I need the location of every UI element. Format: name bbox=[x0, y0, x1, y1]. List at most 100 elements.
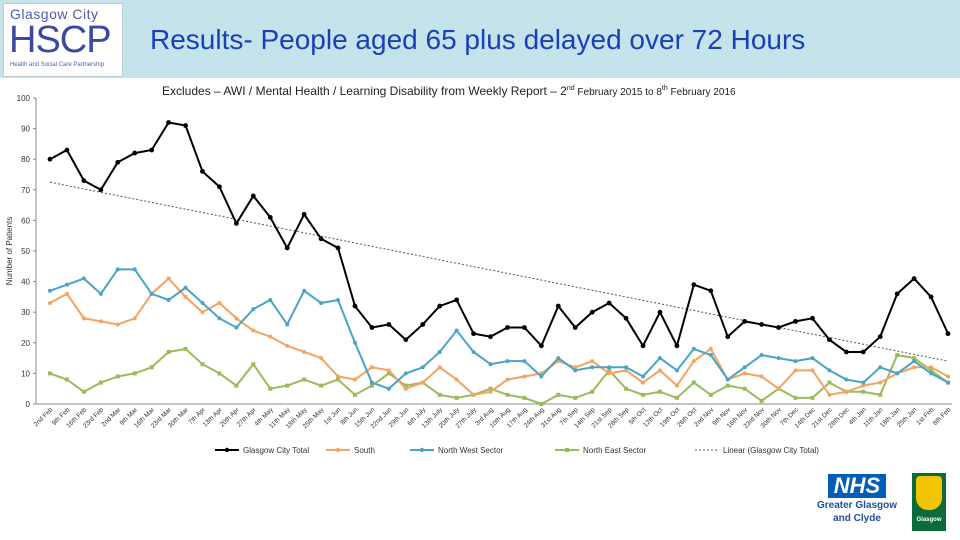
series-point-0 bbox=[318, 236, 324, 242]
y-tick-label: 20 bbox=[21, 339, 30, 348]
series-point-1 bbox=[217, 301, 222, 306]
series-point-3 bbox=[861, 389, 866, 394]
logo-sub-text: Health and Social Care Partnership bbox=[10, 62, 105, 68]
series-point-3 bbox=[505, 392, 510, 397]
series-point-1 bbox=[471, 392, 476, 397]
legend-marker bbox=[335, 447, 341, 453]
series-point-2 bbox=[234, 325, 239, 330]
series-point-2 bbox=[827, 368, 832, 373]
series-point-1 bbox=[319, 356, 324, 361]
series-point-1 bbox=[759, 374, 764, 379]
series-point-1 bbox=[505, 377, 510, 382]
series-point-3 bbox=[556, 392, 561, 397]
series-point-1 bbox=[64, 291, 69, 296]
series-point-2 bbox=[946, 380, 950, 385]
series-point-2 bbox=[471, 349, 476, 354]
series-point-0 bbox=[217, 184, 222, 190]
series-point-3 bbox=[691, 380, 696, 385]
series-point-2 bbox=[319, 301, 324, 306]
legend-label: Linear (Glasgow City Total) bbox=[723, 446, 819, 455]
legend-label: South bbox=[354, 446, 375, 455]
series-point-1 bbox=[403, 386, 408, 391]
series-point-1 bbox=[437, 365, 442, 370]
series-point-0 bbox=[759, 322, 765, 327]
series-point-2 bbox=[352, 340, 357, 345]
series-point-2 bbox=[742, 365, 747, 370]
y-axis-title: Number of Patients bbox=[5, 217, 14, 285]
series-point-2 bbox=[691, 346, 696, 351]
header-banner: Glasgow City HSCP Health and Social Care… bbox=[0, 0, 960, 78]
series-point-0 bbox=[115, 159, 121, 165]
series-point-1 bbox=[641, 380, 646, 385]
series-point-0 bbox=[623, 315, 629, 321]
series-point-2 bbox=[488, 362, 493, 367]
series-point-2 bbox=[590, 365, 595, 370]
series-point-2 bbox=[878, 365, 883, 370]
series-point-3 bbox=[539, 402, 544, 406]
series-point-3 bbox=[64, 377, 69, 382]
series-point-0 bbox=[454, 297, 460, 303]
series-point-3 bbox=[352, 392, 357, 397]
series-point-3 bbox=[827, 380, 832, 385]
series-point-2 bbox=[810, 356, 815, 361]
series-point-1 bbox=[454, 377, 459, 382]
series-point-1 bbox=[268, 334, 273, 339]
series-point-2 bbox=[861, 380, 866, 385]
series-point-0 bbox=[555, 303, 561, 309]
series-point-3 bbox=[166, 349, 171, 354]
y-tick-label: 10 bbox=[21, 369, 30, 378]
hscp-logo: Glasgow City HSCP Health and Social Care… bbox=[3, 3, 123, 77]
series-point-0 bbox=[674, 343, 680, 349]
series-point-0 bbox=[843, 349, 849, 355]
glasgow-council-logo: Glasgow bbox=[912, 473, 946, 531]
series-point-2 bbox=[183, 285, 188, 290]
nhs-logo-block: NHS Greater Glasgow and Clyde bbox=[816, 474, 898, 525]
series-point-2 bbox=[912, 359, 917, 364]
series-point-1 bbox=[624, 368, 629, 373]
series-point-3 bbox=[929, 368, 934, 373]
series-point-0 bbox=[437, 303, 443, 309]
series-point-3 bbox=[149, 365, 154, 370]
series-point-2 bbox=[522, 359, 527, 364]
series-point-1 bbox=[251, 328, 256, 333]
series-point-1 bbox=[115, 322, 120, 327]
legend-label: North East Sector bbox=[583, 446, 646, 455]
series-point-1 bbox=[488, 389, 493, 394]
series-point-1 bbox=[691, 359, 696, 364]
series-point-2 bbox=[505, 359, 510, 364]
series-point-0 bbox=[352, 303, 358, 309]
series-point-2 bbox=[895, 371, 900, 376]
series-point-3 bbox=[319, 383, 324, 388]
series-point-1 bbox=[827, 392, 832, 397]
legend-marker bbox=[565, 448, 569, 452]
series-point-3 bbox=[657, 389, 662, 394]
x-tick-label: 8th Feb bbox=[932, 406, 953, 427]
series-point-0 bbox=[149, 147, 155, 153]
series-point-3 bbox=[115, 374, 120, 379]
series-point-3 bbox=[878, 392, 883, 397]
series-point-3 bbox=[217, 371, 222, 376]
series-point-3 bbox=[725, 383, 730, 388]
subtitle-main: Excludes – AWI / Mental Health / Learnin… bbox=[162, 84, 567, 98]
series-point-3 bbox=[183, 346, 188, 351]
series-point-3 bbox=[759, 398, 764, 403]
series-point-2 bbox=[776, 356, 781, 361]
series-point-0 bbox=[691, 282, 697, 288]
series-point-1 bbox=[742, 371, 747, 376]
series-point-3 bbox=[302, 377, 307, 382]
series-point-2 bbox=[420, 365, 425, 370]
series-point-1 bbox=[183, 294, 188, 299]
series-point-0 bbox=[572, 325, 578, 330]
series-line-3 bbox=[49, 347, 949, 406]
series-point-2 bbox=[217, 316, 222, 321]
series-point-0 bbox=[928, 294, 934, 300]
series-point-1 bbox=[607, 371, 612, 376]
series-point-1 bbox=[573, 365, 578, 370]
series-point-0 bbox=[301, 211, 307, 217]
series-point-2 bbox=[403, 371, 408, 376]
y-tick-label: 0 bbox=[26, 400, 31, 409]
series-point-1 bbox=[861, 383, 866, 388]
series-point-3 bbox=[403, 383, 408, 388]
series-point-2 bbox=[759, 353, 764, 358]
series-point-2 bbox=[793, 359, 798, 364]
